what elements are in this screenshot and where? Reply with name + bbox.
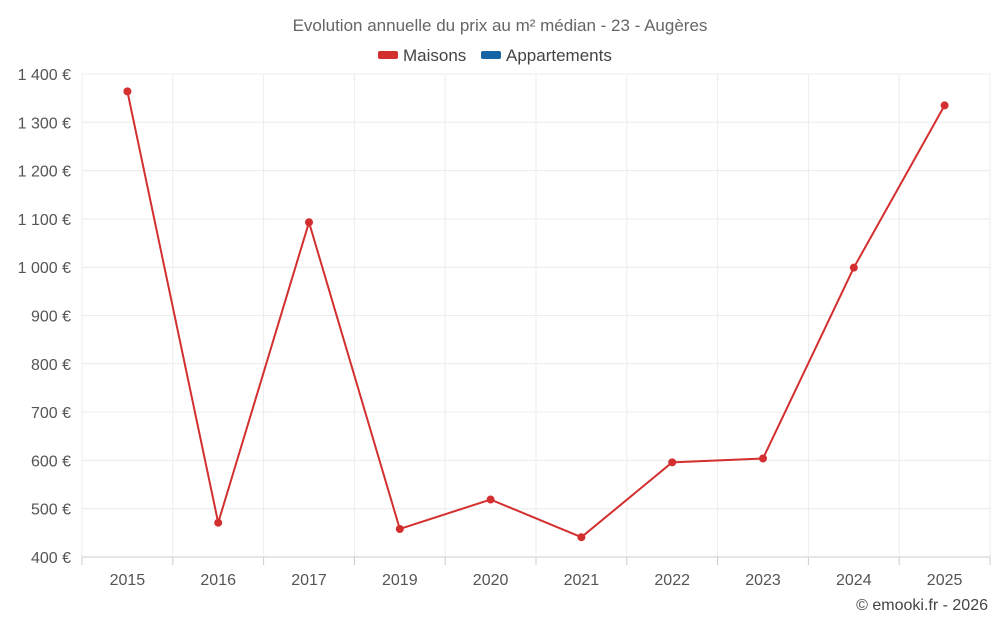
y-tick-label: 900 € <box>31 309 71 326</box>
y-tick-label: 1 200 € <box>18 164 71 181</box>
x-tick-label: 2022 <box>654 572 690 589</box>
grid-lines <box>81 73 991 558</box>
y-tick-label: 500 € <box>31 502 71 519</box>
x-tick-label: 2016 <box>200 572 236 589</box>
series-line-maisons <box>126 91 946 539</box>
chart-legend: Maisons Appartements <box>378 46 612 65</box>
data-point[interactable] <box>123 87 132 96</box>
x-tick-label: 2024 <box>836 572 872 589</box>
legend-swatch-maisons <box>378 51 398 59</box>
x-tick-label: 2021 <box>564 572 600 589</box>
data-point[interactable] <box>759 454 767 463</box>
x-axis: 2015 2016 2017 2019 2020 2021 2022 2023 2024 2025 <box>81 557 991 589</box>
credit-text: © emooki.fr - 2026 <box>856 597 988 614</box>
y-tick-label: 400 € <box>31 550 71 567</box>
data-point[interactable] <box>940 101 949 110</box>
x-tick-label: 2020 <box>473 572 509 589</box>
legend-label-appartements: Appartements <box>506 46 612 65</box>
data-point[interactable] <box>214 518 223 527</box>
y-tick-label: 700 € <box>31 405 71 422</box>
legend-label-maisons: Maisons <box>403 46 466 65</box>
legend-item-maisons[interactable]: Maisons <box>378 46 466 65</box>
y-tick-label: 1 400 € <box>18 67 71 84</box>
x-tick-label: 2023 <box>745 572 781 589</box>
x-tick-label: 2017 <box>291 572 327 589</box>
data-point[interactable] <box>668 458 677 467</box>
y-tick-label: 600 € <box>31 453 71 470</box>
series-maisons <box>123 87 949 542</box>
data-point[interactable] <box>849 263 858 272</box>
legend-swatch-appartements <box>481 51 501 59</box>
y-tick-label: 1 100 € <box>18 212 71 229</box>
y-tick-label: 1 300 € <box>18 115 71 132</box>
x-tick-label: 2015 <box>110 572 146 589</box>
chart-title: Evolution annuelle du prix au m² médian … <box>293 16 708 35</box>
y-tick-label: 1 000 € <box>18 260 71 277</box>
y-axis: 1 400 € 1 300 € 1 200 € 1 100 € 1 000 € 900 €… <box>18 67 71 567</box>
x-tick-label: 2019 <box>382 572 418 589</box>
legend-item-appartements[interactable]: Appartements <box>481 46 612 65</box>
data-point[interactable] <box>305 218 313 227</box>
y-tick-label: 800 € <box>31 357 71 374</box>
data-point[interactable] <box>395 524 404 533</box>
x-tick-label: 2025 <box>927 572 963 589</box>
data-point[interactable] <box>577 533 586 542</box>
data-point[interactable] <box>486 495 495 504</box>
